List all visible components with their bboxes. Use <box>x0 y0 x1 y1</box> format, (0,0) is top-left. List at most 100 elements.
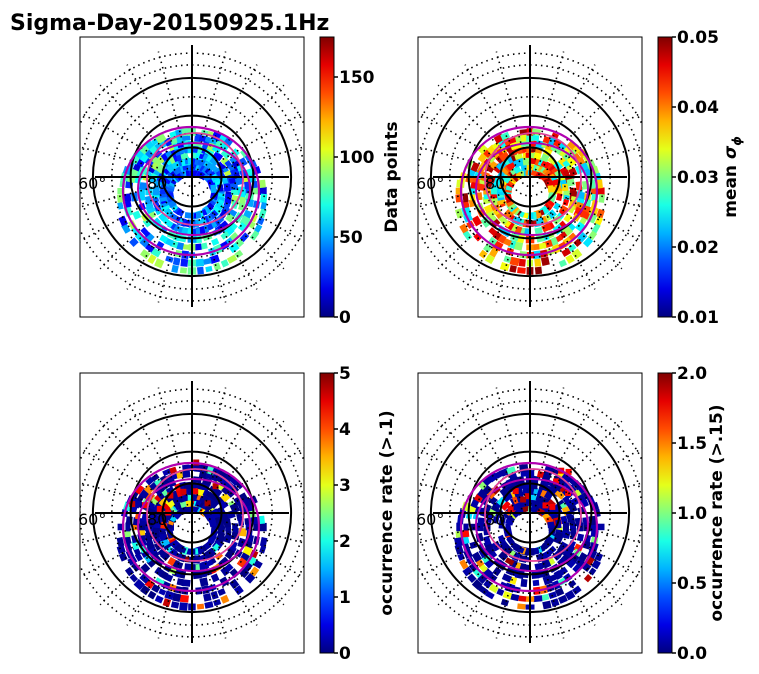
heatmap-cell <box>518 258 526 267</box>
auroral-oval-inner <box>475 478 589 572</box>
heatmap-cell <box>243 562 253 572</box>
dotted-spoke <box>126 64 175 147</box>
colorbar <box>657 36 673 318</box>
heatmap-cell <box>237 222 247 232</box>
heatmap-cell <box>484 254 495 265</box>
heatmap-cell <box>145 243 155 253</box>
heatmap-cell <box>254 223 263 233</box>
heatmap-cell <box>500 131 511 141</box>
heatmap-cell <box>485 513 493 524</box>
heatmap-cell <box>534 562 543 571</box>
heatmap-cell <box>220 566 230 577</box>
heatmap-cell <box>577 485 588 495</box>
heatmap-cell <box>209 156 220 166</box>
heatmap-cell <box>213 262 222 271</box>
heatmap-cell <box>537 242 547 250</box>
heatmap-cell <box>171 264 179 274</box>
heatmap-cell <box>488 227 498 236</box>
heatmap-cell <box>485 590 495 600</box>
heatmap-cell <box>477 585 489 596</box>
heatmap-cell <box>258 208 267 219</box>
heatmap-cell <box>159 234 169 244</box>
heatmap-cell <box>133 578 146 591</box>
heatmap-cell <box>540 256 550 266</box>
heatmap-cell <box>497 534 506 544</box>
lat-label-60: 60° <box>78 174 106 193</box>
axes-frame <box>417 36 643 318</box>
heatmap-cell <box>477 517 485 527</box>
heatmap-cell <box>594 552 604 562</box>
heatmap-cell <box>220 594 230 604</box>
heatmap-cell <box>203 593 212 602</box>
heatmap-cell <box>180 488 187 495</box>
heatmap-cell <box>223 533 233 544</box>
heatmap-cell <box>140 585 151 596</box>
heatmap-cell <box>564 589 576 601</box>
colorbar-tick-label: 0.03 <box>677 168 719 188</box>
heatmap-cell <box>131 562 141 572</box>
heatmap-cell <box>590 522 598 532</box>
heatmap-cell <box>139 249 151 260</box>
heatmap-cell <box>513 241 524 251</box>
heatmap-cell <box>459 223 469 234</box>
heatmap-cell <box>154 595 164 604</box>
heatmap-cell <box>158 588 167 596</box>
heatmap-cell <box>192 488 199 495</box>
heatmap-cell <box>160 187 166 195</box>
heatmap-cell <box>597 523 605 531</box>
heatmap-cell <box>480 216 492 228</box>
heatmap-cell <box>162 598 172 608</box>
colorbar-label: mean σϕ <box>721 136 744 218</box>
heatmap-cell <box>182 244 190 250</box>
heatmap-cell <box>561 183 569 192</box>
colorbar-tick-label: 0.04 <box>677 98 719 118</box>
heatmap-cell <box>477 543 486 553</box>
heatmap-cell <box>565 468 572 475</box>
auroral-oval-outer <box>121 125 261 257</box>
auroral-oval-pink <box>484 468 582 562</box>
heatmap-cell <box>498 215 509 225</box>
heatmap-cell <box>540 153 550 163</box>
heatmap-cell <box>223 183 231 192</box>
heatmap-cell <box>139 187 145 195</box>
heatmap-cell <box>151 473 160 482</box>
heatmap-cell <box>549 503 556 510</box>
heatmap-cell <box>220 492 231 503</box>
heatmap-cell <box>517 603 526 610</box>
heatmap-cell <box>236 557 248 569</box>
heatmap-cell <box>492 230 502 241</box>
heatmap-cell <box>154 566 164 577</box>
heatmap-cell <box>483 204 493 214</box>
heatmap-cell <box>553 534 564 545</box>
heatmap-cell <box>470 161 480 173</box>
heatmap-cell <box>547 185 556 193</box>
heatmap-cell <box>260 193 268 204</box>
auroral-oval-outer <box>121 461 261 593</box>
figure-title: Sigma-Day-20150925.1Hz <box>10 11 329 36</box>
heatmap-cell <box>229 502 241 514</box>
heatmap-cell <box>154 258 165 269</box>
heatmap-cell <box>226 254 238 264</box>
heatmap-cell <box>549 467 561 477</box>
heatmap-cell <box>233 585 244 596</box>
heatmap-cell <box>480 553 492 564</box>
heatmap-cell <box>116 536 125 547</box>
heatmap-cell <box>211 237 220 246</box>
heatmap-cell <box>145 476 155 486</box>
heatmap-cell <box>462 566 473 577</box>
heatmap-cell <box>204 500 211 507</box>
heatmap-cell <box>176 578 184 586</box>
heatmap-cell <box>591 223 601 234</box>
heatmap-cell <box>457 552 466 561</box>
heatmap-cell <box>131 524 139 531</box>
auroral-oval-outer <box>459 125 599 257</box>
heatmap-cell <box>238 157 248 167</box>
heatmap-cell <box>502 209 514 220</box>
heatmap-cell <box>534 266 543 275</box>
heatmap-cell <box>260 202 267 210</box>
heatmap-cell <box>139 237 150 248</box>
heatmap-cell <box>129 573 139 583</box>
heatmap-cell <box>566 155 578 167</box>
heatmap-cell <box>582 237 594 248</box>
heatmap-cell <box>512 488 519 494</box>
